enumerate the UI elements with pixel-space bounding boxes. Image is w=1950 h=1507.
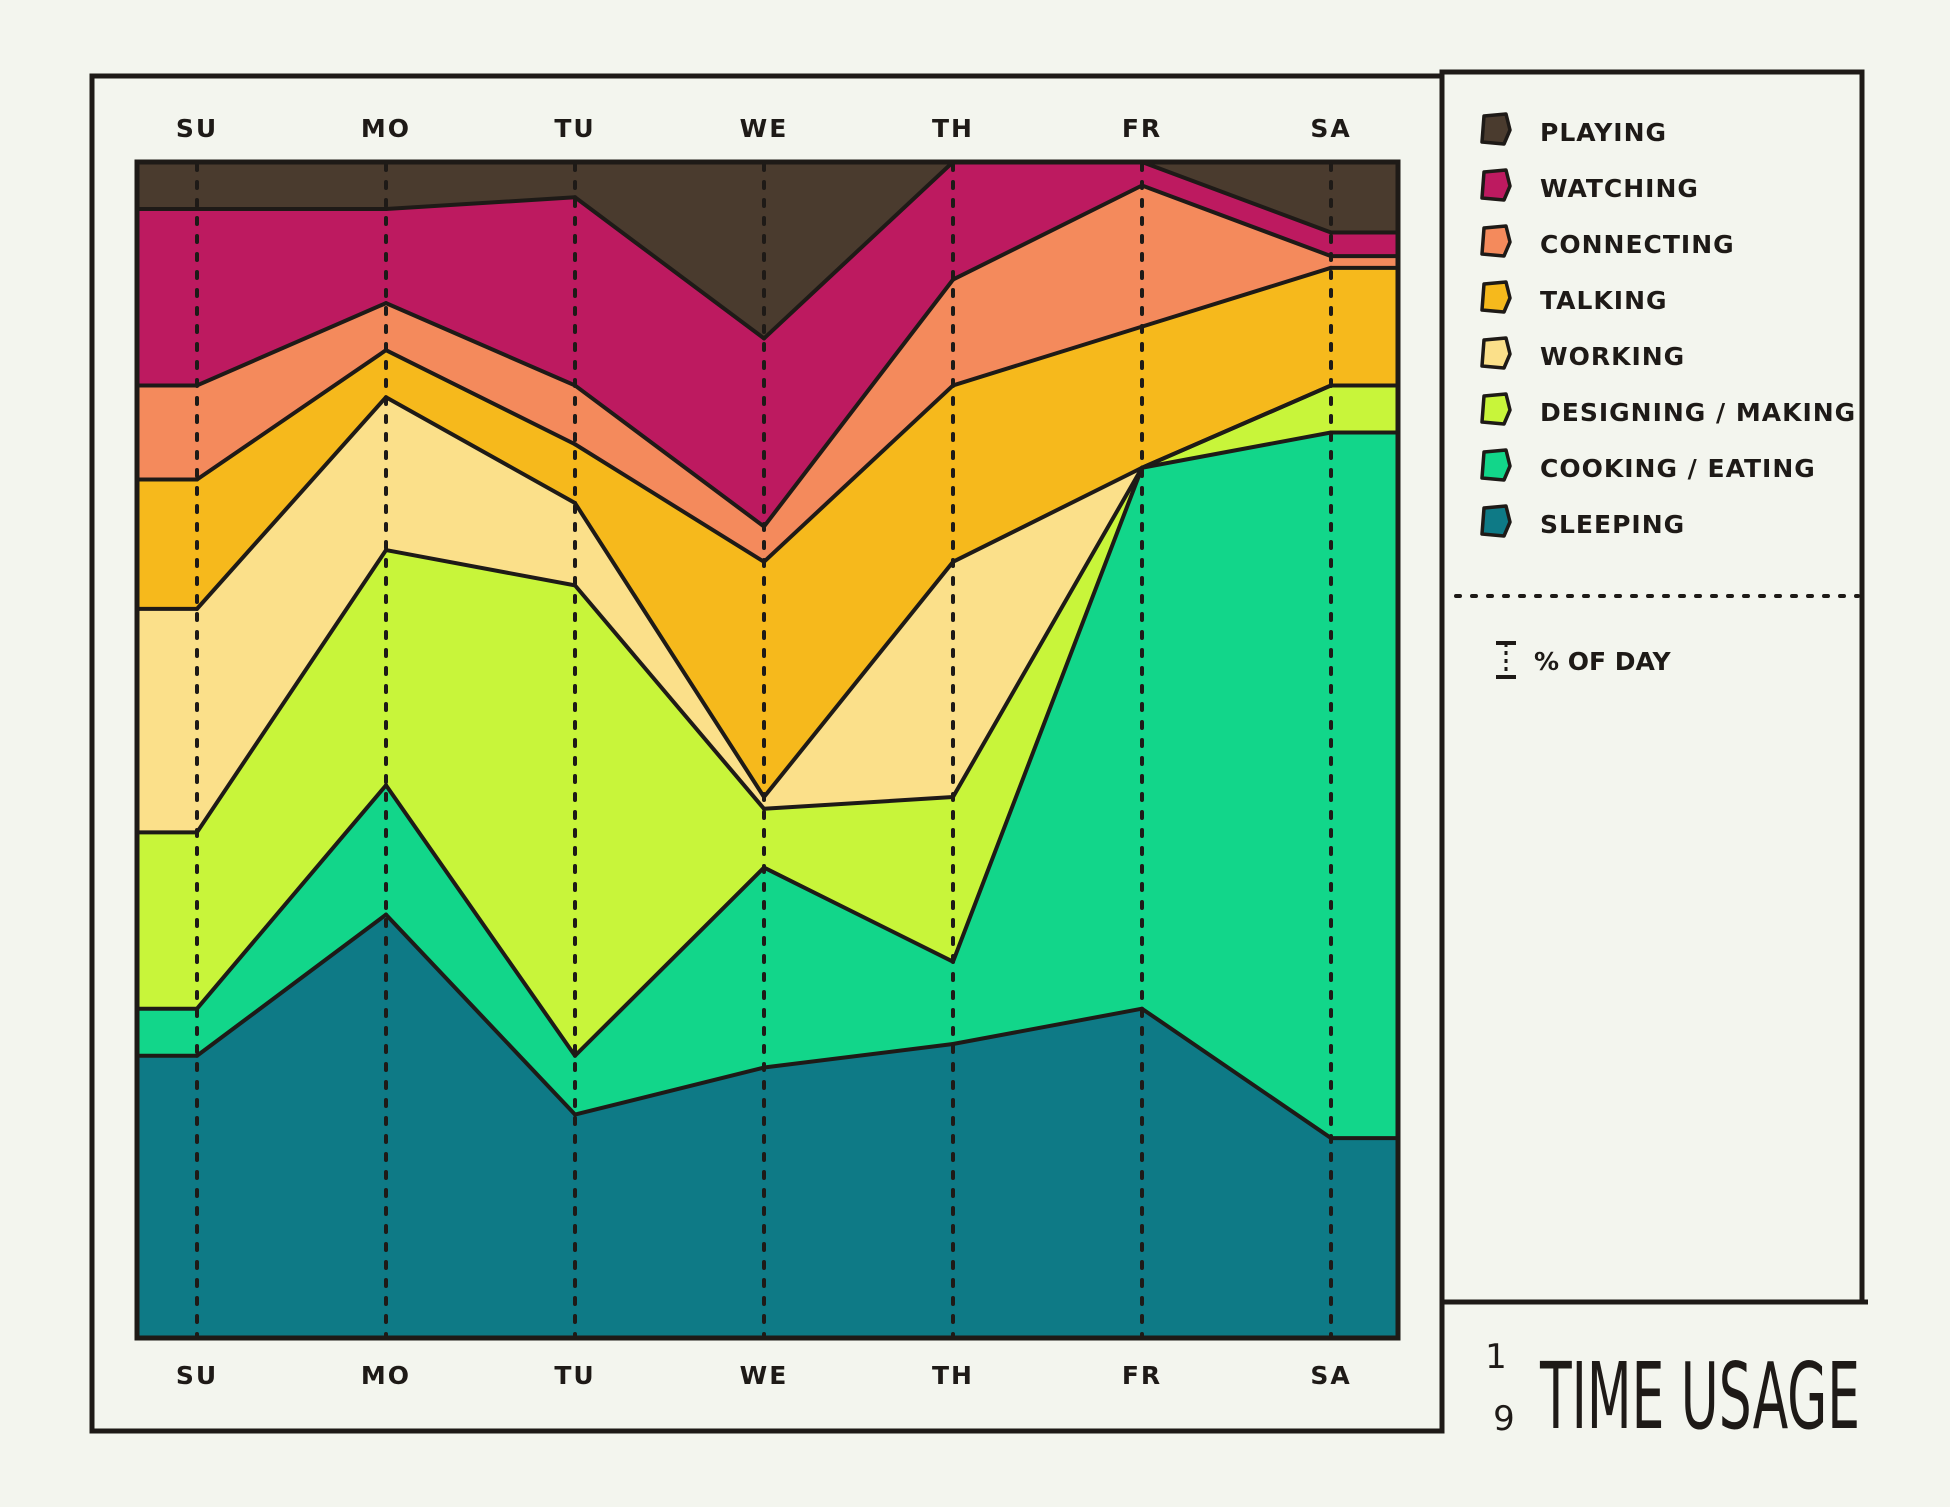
x-tick-bottom-mo: MO bbox=[361, 1361, 411, 1390]
x-tick-bottom-fr: FR bbox=[1122, 1361, 1162, 1390]
legend-swatch-connecting bbox=[1480, 224, 1512, 258]
legend-swatch-watching bbox=[1480, 168, 1512, 202]
data-point bbox=[384, 301, 388, 306]
x-tick-top-sa: SA bbox=[1310, 114, 1351, 143]
data-point bbox=[195, 1053, 199, 1058]
legend-label-designing-making: DESIGNING / MAKING bbox=[1540, 398, 1856, 427]
x-axis-bottom: SU MO TU WE TH FR SA bbox=[176, 1361, 1351, 1390]
x-tick-top-su: SU bbox=[176, 114, 218, 143]
legend-swatch-working bbox=[1480, 336, 1512, 370]
figure-number-top: 1 bbox=[1485, 1337, 1507, 1377]
data-point bbox=[195, 477, 199, 482]
area-connecting bbox=[137, 185, 1398, 562]
data-point bbox=[1329, 230, 1333, 235]
percent-bar-icon bbox=[1496, 641, 1516, 679]
area-designing-making bbox=[137, 385, 1398, 1056]
area-working bbox=[137, 385, 1398, 833]
legend-label-watching: WATCHING bbox=[1540, 174, 1699, 203]
legend-label-working: WORKING bbox=[1540, 342, 1685, 371]
data-point bbox=[762, 806, 766, 811]
data-point bbox=[195, 207, 199, 212]
area-cooking-eating bbox=[137, 432, 1398, 1139]
data-point bbox=[573, 1053, 577, 1058]
x-tick-bottom-su: SU bbox=[176, 1361, 218, 1390]
legend-item-designing-making: DESIGNING / MAKING bbox=[1480, 392, 1856, 427]
area-playing bbox=[137, 162, 1398, 339]
legend-label-connecting: CONNECTING bbox=[1540, 230, 1735, 259]
x-axis-top: SU MO TU WE TH FR SA bbox=[176, 114, 1351, 143]
data-point bbox=[573, 501, 577, 506]
x-tick-top-mo: MO bbox=[361, 114, 411, 143]
plot-border bbox=[134, 159, 1401, 1341]
x-tick-top-th: TH bbox=[932, 114, 974, 143]
legend-item-working: WORKING bbox=[1480, 336, 1685, 371]
chart-title: TIME USAGE bbox=[1539, 1343, 1860, 1450]
legend-swatch-designing-making bbox=[1480, 392, 1512, 426]
data-point bbox=[384, 783, 388, 788]
data-point bbox=[384, 912, 388, 917]
x-tick-top-fr: FR bbox=[1122, 114, 1162, 143]
figure-number-bottom: 9 bbox=[1493, 1399, 1515, 1439]
x-tick-bottom-we: WE bbox=[740, 1361, 789, 1390]
legend-swatch-cooking-eating bbox=[1480, 448, 1512, 482]
stacked-areas bbox=[137, 162, 1398, 1338]
area-watching bbox=[137, 162, 1398, 527]
data-point bbox=[573, 1112, 577, 1117]
unit-note-label: % OF DAY bbox=[1534, 647, 1671, 676]
unit-note: % OF DAY bbox=[1496, 641, 1671, 679]
day-gridlines bbox=[195, 162, 1333, 1338]
legend-swatch-talking bbox=[1480, 280, 1512, 314]
data-point bbox=[762, 336, 766, 341]
x-tick-top-we: WE bbox=[740, 114, 789, 143]
figure-number: 1 9 bbox=[1485, 1337, 1515, 1439]
data-point bbox=[384, 207, 388, 212]
x-tick-bottom-sa: SA bbox=[1310, 1361, 1351, 1390]
legend-label-talking: TALKING bbox=[1540, 286, 1668, 315]
x-tick-top-tu: TU bbox=[554, 114, 595, 143]
legend-label-sleeping: SLEEPING bbox=[1540, 510, 1685, 539]
area-talking bbox=[137, 267, 1398, 798]
legend-label-playing: PLAYING bbox=[1540, 118, 1667, 147]
data-point bbox=[1329, 265, 1333, 270]
data-point bbox=[195, 606, 199, 611]
legend-item-cooking-eating: COOKING / EATING bbox=[1480, 448, 1816, 483]
x-tick-bottom-tu: TU bbox=[554, 1361, 595, 1390]
legend-item-connecting: CONNECTING bbox=[1480, 224, 1735, 259]
data-point bbox=[573, 442, 577, 447]
legend-item-talking: TALKING bbox=[1480, 280, 1668, 315]
legend-item-sleeping: SLEEPING bbox=[1480, 504, 1685, 539]
legend-swatch-playing bbox=[1480, 112, 1512, 146]
legend-item-playing: PLAYING bbox=[1480, 112, 1667, 147]
x-tick-bottom-th: TH bbox=[932, 1361, 974, 1390]
legend-label-cooking-eating: COOKING / EATING bbox=[1540, 454, 1816, 483]
legend-swatch-sleeping bbox=[1480, 504, 1512, 538]
legend: PLAYING WATCHING CONNECTING TALKING WORKING D… bbox=[1480, 112, 1856, 539]
legend-item-watching: WATCHING bbox=[1480, 168, 1699, 203]
